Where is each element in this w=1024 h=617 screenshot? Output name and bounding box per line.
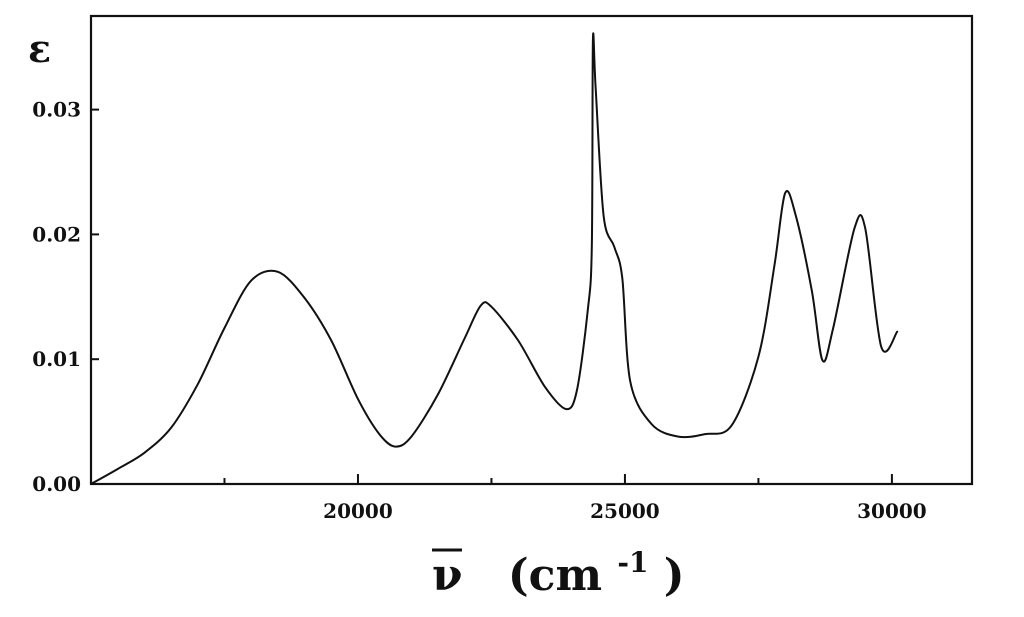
x-axis-ticks: 20000 25000 30000 bbox=[223, 474, 927, 523]
x-tick-label: 30000 bbox=[857, 499, 927, 523]
x-axis-label-symbol: ν bbox=[432, 550, 463, 601]
x-axis-label-exponent: -1 bbox=[617, 546, 648, 579]
y-axis-ticks: 0.00 0.01 0.02 0.03 bbox=[32, 98, 99, 496]
svg-text:ν (cm -1 ): ν (cm -1 ) bbox=[432, 532, 685, 601]
y-tick-label: 0.02 bbox=[32, 222, 81, 246]
y-tick-label: 0.00 bbox=[32, 472, 81, 496]
series-line bbox=[90, 32, 899, 485]
x-axis-label-unit: (cm bbox=[508, 550, 602, 601]
y-tick-label: 0.01 bbox=[32, 347, 81, 371]
x-axis-label: ν (cm -1 ) bbox=[432, 532, 685, 601]
y-tick-label: 0.03 bbox=[32, 98, 81, 122]
plot-frame bbox=[89, 14, 974, 486]
x-tick-label: 20000 bbox=[323, 499, 393, 523]
x-tick-label: 25000 bbox=[590, 499, 660, 523]
x-axis-label-close: ) bbox=[664, 550, 685, 601]
y-axis-label: ε bbox=[28, 26, 51, 71]
series-layer bbox=[90, 32, 899, 485]
